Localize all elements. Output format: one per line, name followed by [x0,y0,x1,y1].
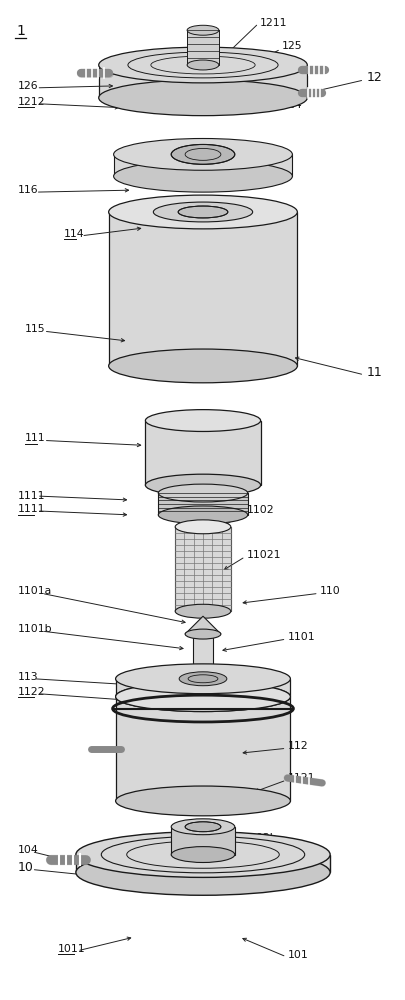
Text: 104: 104 [17,845,38,855]
Text: 126: 126 [17,81,38,91]
Ellipse shape [171,819,234,835]
Ellipse shape [158,506,247,524]
Text: 1212: 1212 [17,97,45,107]
Ellipse shape [145,410,260,431]
Ellipse shape [76,850,329,895]
Polygon shape [76,855,329,872]
Ellipse shape [185,822,220,832]
Text: 112: 112 [287,741,307,751]
Text: 1011: 1011 [58,944,85,954]
Text: 1121: 1121 [287,773,314,783]
Polygon shape [193,634,212,706]
Polygon shape [98,65,307,98]
Polygon shape [109,212,296,366]
Text: 10: 10 [17,861,33,874]
Text: 1012: 1012 [287,869,315,879]
Ellipse shape [153,202,252,222]
Ellipse shape [158,484,247,502]
Text: 116: 116 [17,185,38,195]
Text: 1211: 1211 [259,18,286,28]
Text: 1111: 1111 [17,491,45,501]
Ellipse shape [175,604,230,618]
Polygon shape [185,616,220,634]
Ellipse shape [115,682,290,712]
Text: 1111: 1111 [17,504,45,514]
Ellipse shape [187,60,218,70]
Text: 1101: 1101 [287,632,315,642]
Polygon shape [171,827,234,855]
Ellipse shape [145,474,260,496]
Ellipse shape [98,47,307,83]
Polygon shape [145,421,260,485]
Ellipse shape [178,206,227,218]
Ellipse shape [98,80,307,116]
Polygon shape [187,30,218,65]
Ellipse shape [115,786,290,816]
Text: 1: 1 [16,24,25,38]
Ellipse shape [76,832,329,877]
Text: 1101a: 1101a [17,586,52,596]
Polygon shape [115,697,290,801]
Text: 102b: 102b [249,833,277,843]
Ellipse shape [113,160,292,192]
Text: 1102: 1102 [246,505,273,515]
Text: 111: 111 [25,433,45,443]
Text: 110: 110 [319,586,340,596]
Ellipse shape [171,144,234,164]
Ellipse shape [115,682,290,712]
Text: 113: 113 [17,672,38,682]
Ellipse shape [185,629,220,639]
Text: 125: 125 [281,41,301,51]
Polygon shape [158,493,247,515]
Text: 1101b: 1101b [17,624,52,634]
Polygon shape [175,527,230,611]
Ellipse shape [115,664,290,694]
Ellipse shape [187,25,218,35]
Text: 12: 12 [365,71,381,84]
Ellipse shape [109,349,296,383]
Text: 114: 114 [64,229,84,239]
Text: 115: 115 [25,324,45,334]
Text: 11021: 11021 [246,550,280,560]
Text: 1122: 1122 [17,687,45,697]
Polygon shape [113,154,292,176]
Ellipse shape [179,672,226,686]
Text: 102a: 102a [249,849,276,859]
Ellipse shape [109,195,296,229]
Ellipse shape [193,702,212,710]
Ellipse shape [113,138,292,170]
Text: 124: 124 [281,100,301,110]
Polygon shape [115,679,290,697]
Text: 101: 101 [287,950,308,960]
Ellipse shape [171,847,234,863]
Ellipse shape [175,520,230,534]
Text: 11: 11 [365,366,381,379]
